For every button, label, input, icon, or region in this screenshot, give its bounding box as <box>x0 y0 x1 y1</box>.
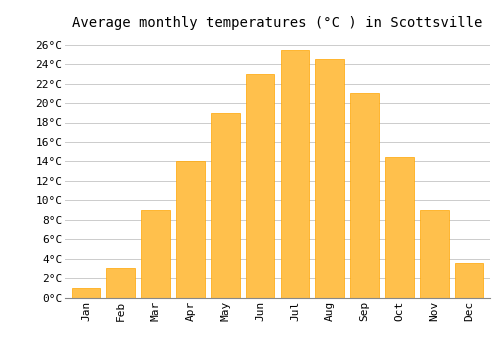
Bar <box>72 288 100 298</box>
Title: Average monthly temperatures (°C ) in Scottsville: Average monthly temperatures (°C ) in Sc… <box>72 16 482 30</box>
Bar <box>246 74 274 298</box>
Bar <box>176 161 204 298</box>
Bar <box>385 156 414 298</box>
Bar <box>142 210 170 298</box>
Bar <box>280 50 309 298</box>
Bar <box>106 268 135 298</box>
Bar <box>350 93 379 298</box>
Bar <box>316 59 344 298</box>
Bar <box>455 264 484 298</box>
Bar <box>211 113 240 298</box>
Bar <box>420 210 448 298</box>
